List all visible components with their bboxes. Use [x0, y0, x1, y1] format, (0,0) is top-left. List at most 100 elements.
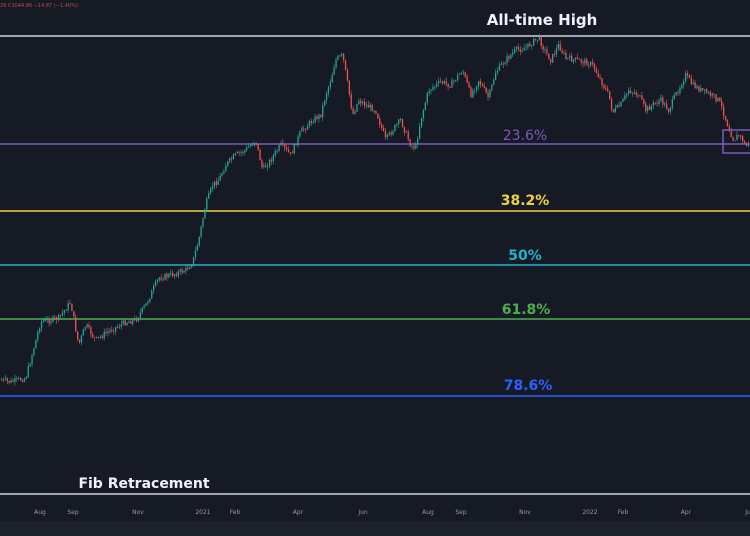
candle — [194, 250, 197, 258]
candle — [675, 92, 677, 96]
candle — [477, 81, 480, 87]
candle — [721, 100, 723, 107]
candle — [696, 86, 698, 89]
fib-level-23-6-label: 23.6% — [502, 128, 548, 144]
candle — [586, 59, 588, 66]
candle — [681, 85, 683, 88]
candle — [745, 143, 748, 146]
candle — [580, 59, 582, 63]
candle — [688, 75, 691, 79]
candle — [130, 321, 132, 324]
time-axis-tick: Sep — [67, 509, 79, 516]
candle — [563, 52, 565, 54]
candle — [593, 63, 596, 70]
candle — [610, 99, 613, 110]
candle — [481, 84, 483, 86]
candle — [21, 380, 24, 382]
candle — [94, 337, 96, 338]
candle — [286, 147, 288, 150]
candle — [18, 377, 20, 379]
candle — [109, 329, 111, 332]
candle — [609, 91, 611, 100]
candle — [324, 100, 326, 106]
candle — [403, 126, 406, 133]
candle — [401, 119, 404, 127]
candle — [527, 43, 529, 48]
candle — [441, 81, 444, 84]
candle — [719, 97, 721, 101]
candle — [308, 120, 311, 127]
candle — [101, 336, 103, 338]
candle — [179, 269, 181, 272]
fib-level-78-6-label: 78.6% — [503, 378, 553, 394]
candle — [491, 84, 493, 91]
candle — [126, 322, 128, 326]
candle — [208, 193, 210, 199]
candle — [643, 99, 645, 104]
candle — [206, 198, 208, 210]
candle — [508, 56, 510, 59]
candle — [348, 80, 350, 95]
candle — [540, 36, 542, 47]
candle — [341, 53, 343, 56]
candle — [639, 95, 641, 97]
candle — [605, 87, 607, 89]
candle — [82, 329, 84, 336]
candle — [422, 109, 425, 119]
candle — [650, 105, 653, 110]
candle — [742, 136, 744, 142]
candle — [373, 110, 375, 112]
candle — [597, 72, 599, 78]
candle — [234, 153, 236, 155]
candle — [54, 316, 56, 318]
candle — [443, 81, 445, 84]
candle — [438, 80, 440, 84]
candle — [544, 49, 546, 51]
candle — [202, 218, 204, 227]
candle — [384, 131, 387, 138]
candle — [489, 90, 491, 98]
candle — [86, 324, 88, 327]
candle — [137, 317, 140, 322]
candle — [75, 316, 77, 332]
candle — [160, 277, 162, 280]
candle — [599, 77, 601, 79]
candle — [116, 326, 119, 328]
candle — [31, 355, 33, 365]
candle — [84, 326, 86, 330]
candle — [39, 328, 41, 333]
candle — [316, 116, 318, 120]
candle — [578, 58, 580, 60]
candle — [276, 150, 278, 152]
candle — [29, 364, 31, 367]
candle — [158, 277, 160, 280]
candle — [8, 380, 10, 383]
time-axis-tick: Nov — [132, 509, 144, 516]
candle — [181, 269, 183, 273]
candle — [229, 158, 231, 162]
highlight-box[interactable] — [722, 129, 750, 154]
candle — [569, 55, 571, 58]
candle — [358, 100, 360, 105]
candle — [390, 132, 392, 135]
candle — [113, 331, 115, 332]
candle — [118, 326, 121, 328]
candle — [485, 87, 487, 93]
time-axis[interactable]: Aug Sep Nov 2021 Feb Apr Jun Aug Sep Nov 2022 Feb Ap… — [0, 505, 750, 521]
candle — [470, 87, 472, 98]
candle — [375, 110, 377, 114]
chart-pane[interactable]: 29 C1044.86 −14.87 (−1.40%) All-time Hig… — [0, 0, 750, 505]
candle — [521, 50, 523, 52]
candle — [350, 94, 352, 109]
candle — [536, 39, 539, 41]
candle — [63, 310, 65, 313]
candle — [709, 92, 711, 96]
candle — [217, 180, 219, 185]
price-plot[interactable] — [0, 0, 750, 505]
candle — [698, 86, 700, 92]
candle — [715, 94, 717, 102]
candle — [517, 46, 520, 50]
candle — [115, 326, 117, 332]
candle — [251, 144, 254, 146]
candle — [472, 90, 474, 98]
